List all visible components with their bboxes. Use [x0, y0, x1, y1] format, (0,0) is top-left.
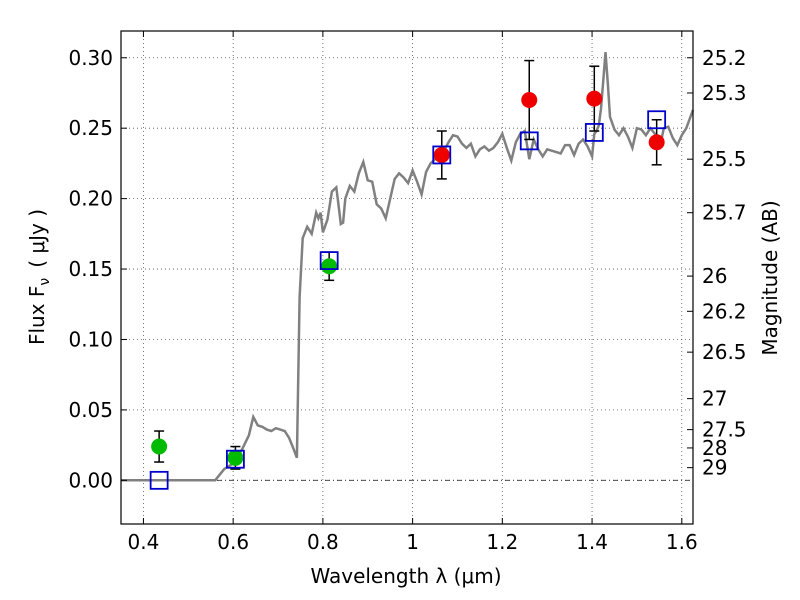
data-markers [149, 90, 667, 490]
right-tick-label: 27.5 [702, 418, 747, 442]
red-point [648, 134, 665, 151]
y-tick-label: 0.00 [68, 468, 113, 492]
red-point [521, 92, 538, 109]
right-tick-label: 25.7 [702, 201, 747, 225]
model-square-point [519, 131, 539, 151]
right-tick-label: 26.2 [702, 299, 747, 323]
right-tick-label: 26.5 [702, 340, 747, 364]
grid [121, 31, 693, 524]
y-axis-label-unit: ( μJy ) [25, 209, 49, 268]
y-tick-label: 0.05 [68, 398, 113, 422]
right-tick-label: 25.5 [702, 147, 747, 171]
y-axis-ticks: 0.00 0.05 0.10 0.15 0.20 0.25 0.30 [68, 46, 127, 492]
y-tick-label: 0.10 [68, 327, 113, 351]
model-square-point [319, 251, 339, 270]
x-tick-label: 1.2 [486, 530, 518, 554]
right-tick-label: 26 [702, 264, 727, 288]
right-tick-label: 25.2 [702, 46, 747, 70]
red-point [433, 146, 450, 163]
x-tick-label: 1 [406, 530, 419, 554]
red-point [586, 90, 603, 107]
right-tick-label: 28 [702, 436, 727, 460]
green-point [151, 438, 168, 455]
x-tick-label: 0.4 [128, 530, 160, 554]
right-tick-label: 29 [702, 456, 727, 480]
x-tick-label: 0.6 [217, 530, 249, 554]
y-tick-label: 0.15 [68, 257, 113, 281]
model-square-point [149, 470, 169, 490]
x-tick-label: 1.4 [576, 530, 608, 554]
x-tick-label: 0.8 [307, 530, 339, 554]
model-square-point [647, 110, 667, 130]
right-axis-label: Magnitude (AB) [758, 200, 782, 355]
green-point [321, 258, 338, 275]
y-tick-label: 0.30 [68, 46, 113, 70]
x-axis-ticks: 0.4 0.6 0.8 1 1.2 1.4 1.6 [128, 31, 698, 554]
x-axis-label: Wavelength λ (μm) [310, 564, 501, 588]
right-tick-label: 25.3 [702, 81, 747, 105]
model-square-point [432, 145, 452, 165]
green-point [227, 449, 244, 466]
plot-frame [120, 30, 694, 525]
x-tick-label: 1.6 [666, 530, 698, 554]
right-tick-label: 27 [702, 387, 727, 411]
y-tick-label: 0.25 [68, 116, 113, 140]
y-tick-label: 0.20 [68, 187, 113, 211]
y-axis-label-main: Flux F [25, 286, 49, 345]
y-axis-label-sub: ν [37, 278, 53, 286]
y-axis-label: Flux Fν ( μJy ) [25, 209, 53, 345]
error-bars [154, 59, 662, 470]
model-spectrum-line [121, 52, 695, 482]
model-square-point [584, 123, 604, 142]
model-square-point [225, 449, 245, 469]
